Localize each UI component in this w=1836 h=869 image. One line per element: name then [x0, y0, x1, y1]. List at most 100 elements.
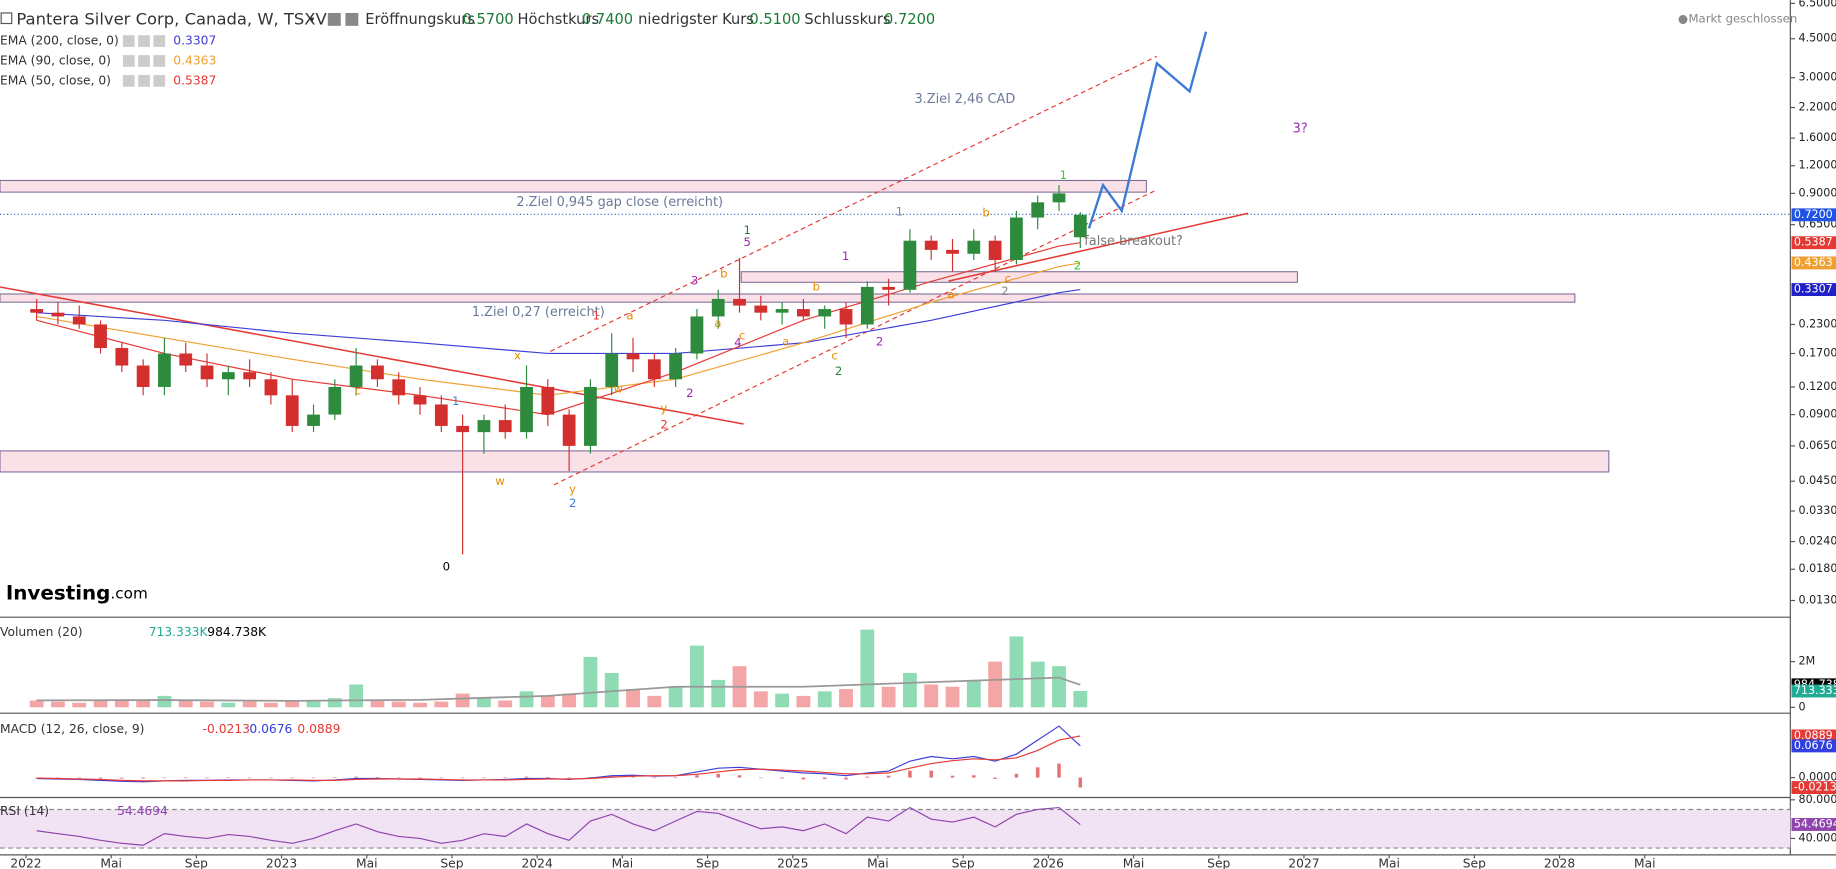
candle-body — [136, 365, 150, 387]
candle-body — [94, 324, 107, 349]
volume-bar — [370, 700, 385, 708]
macd-histogram — [1014, 773, 1019, 778]
channel-line — [550, 55, 1158, 352]
macd-histogram — [865, 776, 870, 778]
logo-suffix: .com — [110, 584, 147, 602]
annotation: w — [614, 381, 624, 395]
x-tick-label: Sep — [1463, 857, 1486, 869]
candle-body — [818, 309, 832, 317]
macd-histogram — [98, 777, 103, 779]
candle-body — [860, 286, 874, 325]
macd-histogram — [247, 777, 252, 779]
candle-body — [584, 386, 597, 446]
volume-bar — [242, 701, 257, 708]
annotation: c — [739, 329, 745, 343]
volume-badge — [1791, 684, 1836, 698]
legend-icon — [122, 35, 135, 47]
y-tick-label: 0.0000 — [1799, 771, 1836, 784]
annotation: 0 — [443, 559, 450, 573]
icon[interactable] — [345, 12, 359, 26]
candle-body — [498, 420, 512, 433]
y-tick-label: 0.1200 — [1799, 380, 1836, 393]
macd-histogram — [503, 777, 507, 778]
y-tick-label: 0.0650 — [1799, 439, 1836, 452]
macd-histogram — [950, 775, 955, 778]
macd-histogram — [226, 777, 231, 778]
volume-bar — [114, 699, 129, 708]
volume-bar — [817, 691, 832, 708]
ema-line — [36, 242, 1081, 416]
annotation: c — [831, 349, 837, 363]
annotation: 2 — [876, 334, 883, 348]
y-tick-label: 4.5000 — [1799, 32, 1836, 45]
volume-bar — [775, 693, 790, 708]
channel-line — [553, 189, 1158, 486]
volume-bar — [306, 701, 321, 708]
legend-icon — [153, 75, 166, 87]
candle-body — [115, 348, 129, 366]
candle-body — [477, 420, 491, 433]
annotation: 1 — [452, 394, 459, 408]
annotation: c — [1005, 271, 1011, 285]
volume-bar — [583, 657, 598, 708]
annotation: 1 — [842, 249, 849, 263]
collapse-icon[interactable] — [0, 12, 13, 25]
volume-bar — [29, 700, 44, 708]
macd-histogram — [993, 777, 997, 779]
x-tick-label: 2025 — [777, 857, 808, 869]
legend-icon — [153, 35, 166, 47]
volume-ma — [36, 676, 1081, 702]
macd-legend: -0.0213 — [203, 722, 250, 736]
macd-histogram — [375, 777, 380, 778]
dropdown-arrow[interactable]: ▾ — [309, 14, 315, 26]
macd-legend: 0.0889 — [297, 722, 340, 736]
volume-bar — [327, 698, 342, 708]
candle-body — [562, 414, 576, 446]
macd-histogram — [801, 777, 806, 780]
zone — [740, 271, 1298, 283]
symbol-title[interactable]: Pantera Silver Corp, Canada, W, TSXV — [16, 9, 327, 28]
volume-bar — [455, 693, 470, 708]
ohlc-value: 0.5700 — [463, 11, 514, 28]
icon[interactable] — [327, 12, 341, 26]
candle-body — [307, 414, 320, 426]
y-tick-label: 2M — [1799, 655, 1816, 668]
volume-bar — [689, 645, 704, 708]
volume-bar — [477, 698, 491, 708]
candle-body — [711, 298, 725, 317]
volume-bar — [434, 701, 449, 708]
candle-body — [797, 309, 810, 317]
macd-histogram — [311, 777, 316, 779]
macd-histogram — [141, 777, 145, 779]
volume-bar — [1052, 666, 1066, 708]
volume-bar — [562, 693, 577, 708]
ema-legend-value: 0.3307 — [173, 34, 216, 48]
price-badge-label: 0.7200 — [1794, 208, 1833, 221]
volume-bar — [349, 684, 364, 708]
candle-body — [1073, 214, 1087, 238]
volume-bar — [647, 695, 662, 708]
logo-brand: Investing — [6, 581, 111, 604]
annotation: 2 — [1074, 258, 1081, 272]
volume-bar — [753, 691, 768, 708]
ohlc-label: niedrigster Kurs — [638, 11, 754, 28]
annotation: b — [982, 206, 989, 220]
annotation: 3.Ziel 2,46 CAD — [914, 92, 1015, 107]
candle-body — [51, 312, 65, 317]
legend-icon — [122, 55, 135, 67]
candle-body — [179, 353, 193, 366]
y-tick-label: 1.6000 — [1799, 131, 1836, 144]
macd-histogram — [546, 777, 550, 778]
candle-body — [733, 298, 746, 306]
annotation: 5 — [744, 235, 751, 249]
annotation: y — [660, 401, 667, 415]
candle-body — [775, 309, 789, 313]
annotation: 2 — [660, 418, 667, 432]
panel-title: MACD (12, 26, close, 9) — [0, 722, 144, 736]
macd-histogram — [972, 775, 976, 778]
ema-legend-name: EMA (90, close, 0) — [0, 53, 111, 67]
y-tick-label: 0.1700 — [1799, 347, 1836, 360]
volume-bar — [51, 701, 65, 708]
macd-histogram — [673, 777, 678, 779]
